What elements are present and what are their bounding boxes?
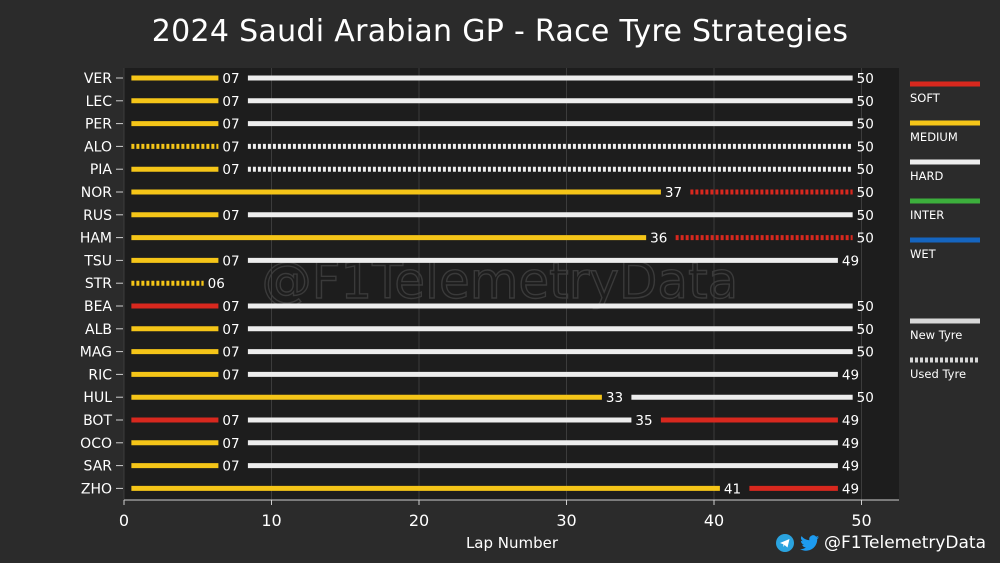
stint-end-label: 50	[857, 117, 874, 133]
stint-end-label: 49	[842, 413, 859, 429]
driver-label: VER	[84, 71, 112, 87]
x-tick-label: 10	[261, 511, 281, 530]
driver-label: STR	[85, 276, 112, 292]
driver-label: HUL	[83, 390, 112, 406]
x-axis-label: Lap Number	[466, 534, 559, 552]
plot-area	[124, 68, 899, 500]
stint-end-label: 50	[857, 162, 874, 178]
stint-end-label: 07	[222, 71, 239, 87]
driver-label: PER	[85, 117, 112, 133]
twitter-icon[interactable]	[799, 534, 819, 552]
stint-end-label: 07	[222, 436, 239, 452]
legend-label: MEDIUM	[910, 130, 958, 144]
stint-end-label: 50	[857, 299, 874, 315]
x-tick-label: 30	[556, 511, 576, 530]
legend-label: WET	[910, 247, 937, 261]
stint-end-label: 07	[222, 117, 239, 133]
legend-label: Used Tyre	[910, 367, 966, 381]
stint-end-label: 07	[222, 299, 239, 315]
driver-label: LEC	[86, 94, 113, 110]
legend-label: SOFT	[910, 91, 941, 105]
footer-handle: @F1TelemetryData	[823, 533, 986, 553]
stint-end-label: 49	[842, 436, 859, 452]
telegram-icon[interactable]	[775, 534, 794, 552]
legend-label: INTER	[910, 208, 944, 222]
stint-end-label: 50	[857, 139, 874, 155]
driver-label: SAR	[84, 459, 113, 475]
stint-end-label: 50	[857, 322, 874, 338]
stint-end-label: 33	[606, 390, 623, 406]
driver-label: MAG	[80, 345, 112, 361]
driver-label: BEA	[84, 299, 112, 315]
x-tick-label: 50	[851, 511, 871, 530]
driver-label: ALB	[85, 322, 112, 338]
x-tick-label: 40	[704, 511, 724, 530]
stint-end-label: 50	[857, 345, 874, 361]
stint-end-label: 49	[842, 481, 859, 497]
x-tick-label: 20	[409, 511, 429, 530]
driver-label: OCO	[80, 436, 112, 452]
stint-end-label: 07	[222, 162, 239, 178]
stint-end-label: 37	[665, 185, 682, 201]
driver-label: RUS	[83, 208, 112, 224]
stint-end-label: 50	[857, 390, 874, 406]
stint-end-label: 50	[857, 94, 874, 110]
stint-end-label: 07	[222, 208, 239, 224]
legend-label: HARD	[910, 169, 944, 183]
stint-end-label: 50	[857, 71, 874, 87]
driver-label: TSU	[83, 253, 112, 269]
driver-label: PIA	[90, 162, 113, 178]
stint-end-label: 41	[724, 481, 741, 497]
stint-end-label: 06	[208, 276, 225, 292]
stint-end-label: 50	[857, 185, 874, 201]
stint-end-label: 07	[222, 253, 239, 269]
stint-end-label: 07	[222, 459, 239, 475]
stint-end-label: 07	[222, 345, 239, 361]
stint-end-label: 35	[635, 413, 652, 429]
footer: @F1TelemetryData	[775, 533, 986, 553]
stint-end-label: 50	[857, 208, 874, 224]
driver-label: RIC	[88, 367, 112, 383]
stint-end-label: 07	[222, 322, 239, 338]
legend-label: New Tyre	[910, 328, 962, 342]
driver-label: ALO	[84, 139, 112, 155]
stint-end-label: 49	[842, 459, 859, 475]
stint-end-label: 49	[842, 367, 859, 383]
stint-end-label: 07	[222, 94, 239, 110]
driver-label: BOT	[83, 413, 112, 429]
driver-label: HAM	[80, 231, 112, 247]
stint-end-label: 07	[222, 413, 239, 429]
stint-end-label: 49	[842, 253, 859, 269]
stint-end-label: 36	[650, 231, 667, 247]
stint-end-label: 07	[222, 139, 239, 155]
chart-title: 2024 Saudi Arabian GP - Race Tyre Strate…	[151, 14, 849, 49]
stint-end-label: 50	[857, 231, 874, 247]
driver-label: ZHO	[81, 481, 112, 497]
stint-end-label: 07	[222, 367, 239, 383]
driver-label: NOR	[81, 185, 112, 201]
x-tick-label: 0	[119, 511, 129, 530]
